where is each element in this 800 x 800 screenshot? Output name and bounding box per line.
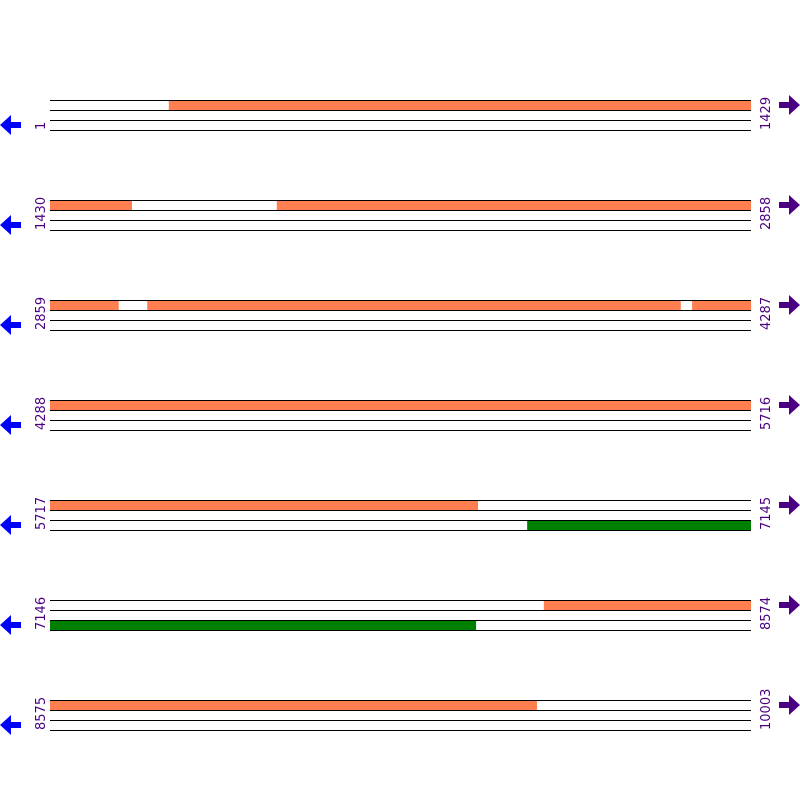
- sequence-row: 5717 7145: [0, 495, 800, 535]
- forward-feature: [50, 200, 132, 210]
- start-position-label: 2859: [34, 297, 49, 330]
- end-position-label: 10003: [759, 689, 774, 730]
- arrow-left-icon: [0, 615, 21, 635]
- start-position-label: 1430: [34, 197, 49, 230]
- end-position-label: 8574: [759, 597, 774, 630]
- arrow-right-icon: [779, 495, 800, 515]
- arrow-left-icon: [0, 315, 21, 335]
- forward-feature: [50, 400, 751, 410]
- forward-feature: [543, 600, 751, 610]
- sequence-row: 8575 10003: [0, 689, 800, 735]
- start-position-label: 4288: [34, 397, 49, 430]
- arrow-right-icon: [779, 295, 800, 315]
- sequence-row: 1 1429: [0, 95, 800, 135]
- start-position-label: 7146: [34, 597, 49, 630]
- arrow-right-icon: [779, 595, 800, 615]
- arrow-left-icon: [0, 215, 21, 235]
- sequence-row: 7146 8574: [0, 595, 800, 635]
- forward-feature: [50, 300, 119, 310]
- end-position-label: 2858: [759, 197, 774, 230]
- sequence-row: 2859 4287: [0, 295, 800, 335]
- end-position-label: 1429: [759, 97, 774, 130]
- forward-feature: [692, 300, 751, 310]
- start-position-label: 8575: [34, 697, 49, 730]
- forward-feature: [50, 500, 479, 510]
- arrow-right-icon: [779, 695, 800, 715]
- arrow-left-icon: [0, 415, 21, 435]
- forward-feature: [276, 200, 751, 210]
- start-position-label: 1: [34, 122, 49, 130]
- end-position-label: 4287: [759, 297, 774, 330]
- sequence-row: 4288 5716: [0, 395, 800, 435]
- reverse-feature: [527, 520, 751, 530]
- arrow-right-icon: [779, 395, 800, 415]
- sequence-row: 1430 2858: [0, 195, 800, 235]
- arrow-left-icon: [0, 515, 21, 535]
- end-position-label: 7145: [759, 497, 774, 530]
- forward-feature: [168, 100, 751, 110]
- arrow-right-icon: [779, 95, 800, 115]
- arrow-right-icon: [779, 195, 800, 215]
- arrow-left-icon: [0, 715, 21, 735]
- end-position-label: 5716: [759, 397, 774, 430]
- forward-feature: [147, 300, 681, 310]
- forward-feature: [50, 700, 537, 710]
- arrow-left-icon: [0, 115, 21, 135]
- start-position-label: 5717: [34, 497, 49, 530]
- reverse-feature: [50, 620, 477, 630]
